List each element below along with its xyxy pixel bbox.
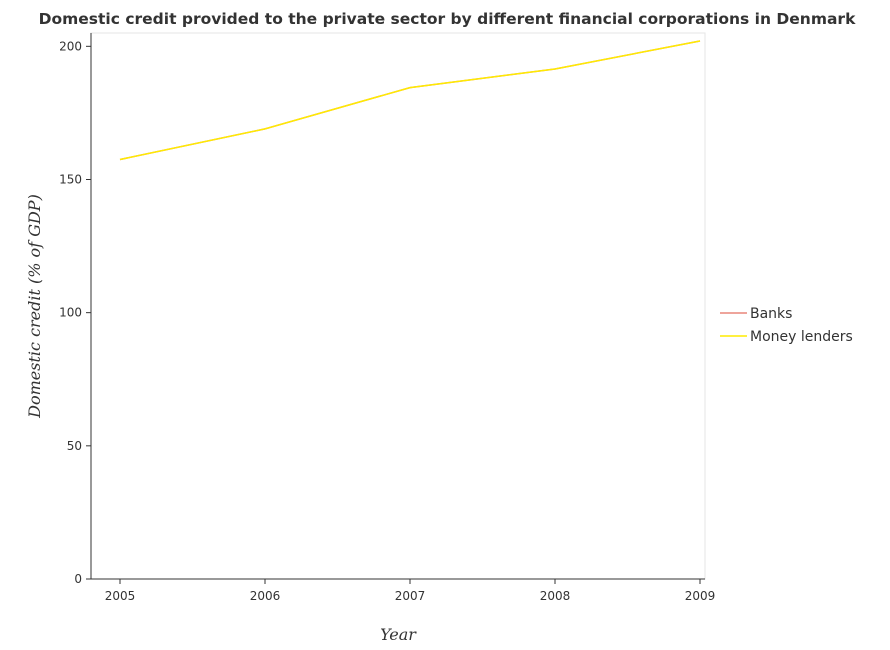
x-tick-label: 2009 xyxy=(685,589,716,603)
legend: Banks Money lenders xyxy=(720,306,853,345)
y-axis-ticks: 0 50 100 150 200 xyxy=(59,39,91,586)
legend-label: Banks xyxy=(750,306,792,322)
x-axis-ticks: 2005 2006 2007 2008 2009 xyxy=(105,579,716,603)
legend-label: Money lenders xyxy=(750,329,853,345)
chart-title: Domestic credit provided to the private … xyxy=(39,10,856,28)
plot-area xyxy=(90,32,706,580)
x-tick-label: 2007 xyxy=(395,589,426,603)
series-line-money-lenders xyxy=(119,40,701,161)
x-tick-label: 2005 xyxy=(105,589,136,603)
y-tick-label: 200 xyxy=(59,39,82,53)
x-tick-label: 2008 xyxy=(540,589,571,603)
y-tick-label: 0 xyxy=(74,572,82,586)
x-tick-label: 2006 xyxy=(250,589,281,603)
y-tick-label: 150 xyxy=(59,172,82,186)
y-tick-label: 100 xyxy=(59,306,82,320)
series-lines xyxy=(119,40,701,161)
x-axis-title: Year xyxy=(380,625,417,644)
y-axis-title: Domestic credit (% of GDP) xyxy=(25,194,44,419)
y-tick-label: 50 xyxy=(67,439,82,453)
